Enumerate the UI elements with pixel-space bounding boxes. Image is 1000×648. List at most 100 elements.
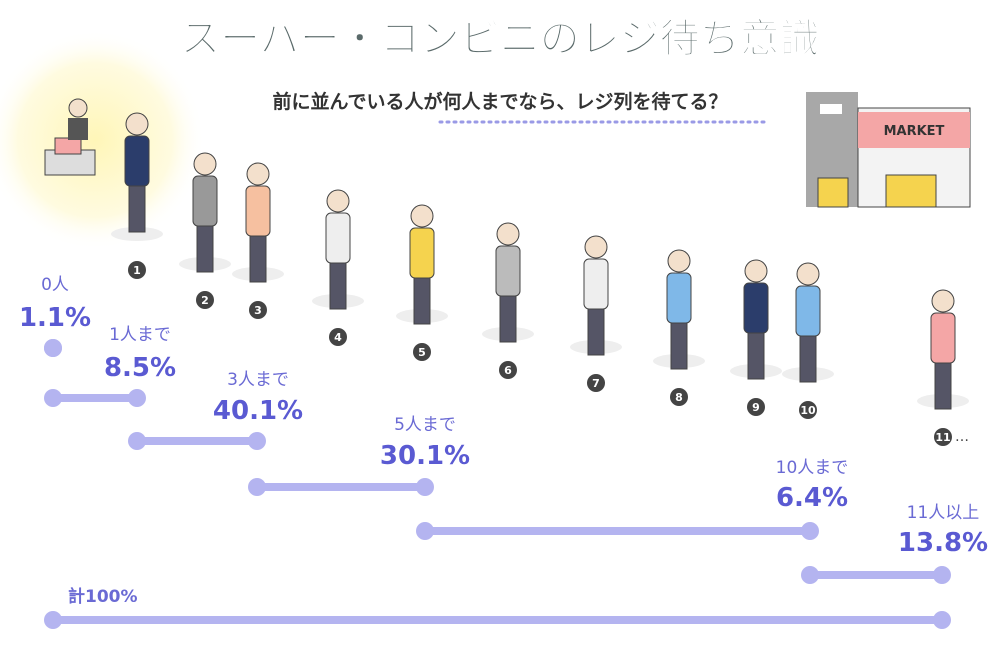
head [410,204,434,228]
total-label: 計100% [68,586,138,607]
answer-share: 8.5% [104,353,176,383]
range-end [128,432,146,450]
legs [249,235,267,283]
number-badge [799,401,817,419]
range-end [44,339,62,357]
person-number: 1 [133,264,141,277]
range-end [128,389,146,407]
person-number: 3 [254,304,262,317]
legs [329,262,347,310]
range-end [44,389,62,407]
person: 9 [730,259,782,416]
range-end [933,566,951,584]
person: 1 [111,112,163,279]
body [192,175,218,227]
legs [747,332,765,380]
store-sign: MARKET [884,124,945,139]
question: 前に並んでいる人が何人までなら、レジ列を待てる？ [272,90,727,113]
range-end [248,478,266,496]
number-badge [128,261,146,279]
head [931,289,955,313]
person: 11 … [917,289,969,446]
head [667,249,691,273]
range-end [44,611,62,629]
answer-label: 0人 [41,275,69,295]
legs [196,225,214,273]
legs [413,277,431,325]
person-number: 5 [418,346,426,359]
person-number: 4 [334,331,342,344]
person-number: 8 [675,391,683,404]
person-number: 2 [201,294,209,307]
body [583,258,609,310]
shadow [111,227,163,241]
answer-label: 3人まで [227,370,289,390]
person: 10 [782,262,834,419]
legs [128,185,146,233]
answer-label: 10人まで [776,458,849,478]
legs [799,335,817,383]
body [245,185,271,237]
answer-label: 1人まで [109,325,171,345]
store: MARKET [806,92,971,208]
body [930,312,956,364]
number-badge [499,361,517,379]
number-badge [413,343,431,361]
title: スーパー・コンビニのレジ待ち意識 [180,16,820,62]
legs [499,295,517,343]
legs [587,308,605,356]
head [584,235,608,259]
range-end [933,611,951,629]
person: 4 [312,189,364,346]
person-number: 11 [935,431,950,444]
range-end [801,566,819,584]
number-badge [747,398,765,416]
spotlight [0,30,205,250]
body [325,212,351,264]
number-badge [329,328,347,346]
legs [934,362,952,410]
body [666,272,692,324]
person: 2 [179,152,231,309]
range-end [801,522,819,540]
checkout [44,98,96,176]
number-badge [249,301,267,319]
answer-label: 5人まで [394,415,456,435]
range-end [416,478,434,496]
body [795,285,821,337]
head [496,222,520,246]
person: 3 [232,162,284,319]
person: 7 [570,235,622,392]
answer-share: 40.1% [213,396,303,426]
body [495,245,521,297]
number-badge [587,374,605,392]
person: 8 [653,249,705,406]
answer-share: 13.8% [898,528,988,558]
person-number: 7 [592,377,600,390]
range-end [248,432,266,450]
number-badge [934,428,952,446]
person-number: 10 [800,404,816,417]
head [125,112,149,136]
head [326,189,350,213]
answer-label: 11人以上 [907,503,980,523]
answer-share: 1.1% [19,303,91,333]
body [124,135,150,187]
more: … [955,429,969,445]
person: 5 [396,204,448,361]
head [796,262,820,286]
number-badge [670,388,688,406]
person: 6 [482,222,534,379]
head [744,259,768,283]
person-number: 9 [752,401,760,414]
body [743,282,769,334]
answer-share: 30.1% [380,441,470,471]
person-number: 6 [504,364,512,377]
body [409,227,435,279]
head [193,152,217,176]
answer-share: 6.4% [776,483,848,513]
legs [670,322,688,370]
number-badge [196,291,214,309]
head [246,162,270,186]
